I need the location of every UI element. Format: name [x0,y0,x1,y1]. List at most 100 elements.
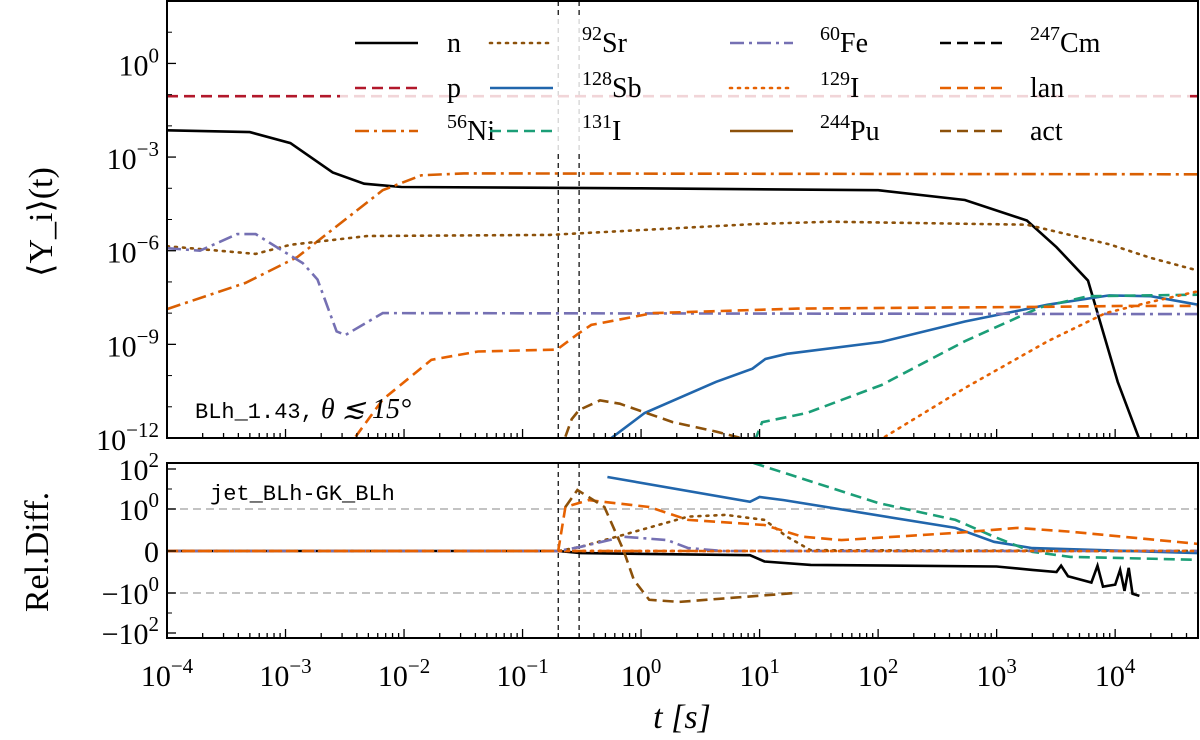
x-tick-label: 103 [976,654,1017,693]
panel-annotation-comparison: jet_BLh-GK_BLh [210,482,395,507]
legend-item-131I: 131I [490,111,621,147]
legend-label: 129I [820,68,859,104]
legend-item-n: n [355,28,461,59]
rel-diff-line-131I [753,463,1198,562]
legend-label-element: I [612,116,621,147]
tick-base: 10 [378,660,408,693]
tick-exponent: −6 [137,231,159,255]
tick-exponent: −9 [137,324,159,348]
y-tick-label: 10−9 [107,324,159,363]
rel-diff-line-lan [167,498,1198,553]
tick-exponent: 0 [651,654,662,678]
tick-exponent: −3 [137,137,159,161]
x-tick-label: 10−1 [496,654,548,693]
tick-base: 10 [621,660,651,693]
legend-item-129I: 129I [728,68,859,104]
abundance-line-92Sr [167,220,1198,272]
tick-exponent: 0 [149,488,160,512]
tick-base: 10 [858,660,888,693]
legend-label: act [1030,116,1063,147]
x-tick-label: 10−3 [259,654,311,693]
tick-base: 10 [107,237,137,270]
rel-diff-line-n [167,549,1140,598]
x-tick-label: 101 [739,654,780,693]
legend: np56Ni92Sr128Sb131I60Fe129I244Pu247Cmlan… [340,16,1190,152]
panel-annotation: BLh_1.43, θ ≲ 15° [195,394,411,425]
tick-exponent: 0 [149,43,160,67]
legend-item-247Cm: 247Cm [940,23,1101,59]
tick-exponent: −4 [171,654,194,678]
y-tick-label: 102 [119,448,160,487]
y-axis-label-rel-diff: Rel.Diff. [19,492,56,612]
rel-diff-line-128Sb [607,475,1198,555]
rel-diff-line-60Fe [167,535,1198,553]
tick-base: 10 [259,660,289,693]
legend-label: 131I [582,111,621,147]
legend-label: 244Pu [820,111,880,147]
tick-exponent: −1 [526,654,548,678]
legend-item-60Fe: 60Fe [730,23,868,59]
tick-exponent: 4 [1125,654,1136,678]
legend-label-element: I [850,73,859,104]
y-tick-label: 10−6 [107,231,159,270]
legend-item-lan: lan [940,73,1064,104]
y-axis-label-abundance: ⟨Y_i⟩(t) [23,167,60,277]
legend-item-128Sb: 128Sb [490,68,642,104]
tick-sign: − [102,578,119,611]
tick-base: 10 [119,454,149,487]
y-tick-label: 10−12 [96,418,159,457]
annotation-model: BLh_1.43, [195,400,314,425]
legend-label-mass-number: 129 [820,68,850,90]
abundance-line-56Ni [167,172,1198,311]
tick-base: 10 [107,330,137,363]
legend-label-element: Fe [840,28,868,59]
legend-label-mass-number: 92 [582,23,602,45]
tick-base: 10 [107,143,137,176]
tick-exponent: −12 [126,418,159,442]
tick-exponent: 0 [149,572,160,596]
tick-base: 10 [976,660,1006,693]
legend-item-p: p [355,73,461,104]
tick-base: 10 [119,578,149,611]
abundance-line-act [564,399,747,438]
legend-label-element: Sr [602,28,628,59]
tick-base: 10 [141,660,171,693]
y-tick-label: 100 [119,488,160,527]
tick-exponent: 1 [769,654,780,678]
legend-label-mass-number: 247 [1030,23,1060,45]
tick-exponent: −3 [289,654,311,678]
tick-base: 10 [496,660,526,693]
legend-label-mass-number: 56 [447,111,467,133]
x-tick-label: 10−4 [141,654,194,693]
annotation-angle: θ ≲ 15° [314,394,411,425]
abundance-line-128Sb [609,294,1198,438]
legend-label-element: Sb [612,73,642,104]
tick-exponent: −2 [408,654,430,678]
legend-label-mass-number: 131 [582,111,612,133]
legend-label-element: Cm [1060,28,1101,59]
legend-label: n [447,28,461,59]
y-tick-label: 100 [119,43,160,82]
legend-label: p [447,73,461,104]
tick-exponent: 2 [149,448,160,472]
y-tick-label: −100 [102,572,159,611]
legend-item-92Sr: 92Sr [488,23,628,59]
tick-exponent: 2 [888,654,899,678]
tick-exponent: 2 [149,612,160,636]
y-tick-label: 10−3 [107,137,159,176]
tick-base: 0 [144,536,159,569]
abundance-line-131I [754,293,1198,438]
legend-label: 128Sb [582,68,642,104]
tick-exponent: 3 [1006,654,1017,678]
x-tick-label: 102 [858,654,899,693]
abundance-line-60Fe [167,232,1198,337]
abundance-line-lan [354,304,1198,438]
legend-item-act: act [940,116,1063,147]
x-tick-label: 104 [1095,654,1136,693]
tick-base: 10 [96,424,126,457]
legend-background [340,16,1190,152]
legend-item-244Pu: 244Pu [730,111,880,147]
rel-diff-line-act [564,488,796,604]
legend-label-element: Pu [850,116,880,147]
